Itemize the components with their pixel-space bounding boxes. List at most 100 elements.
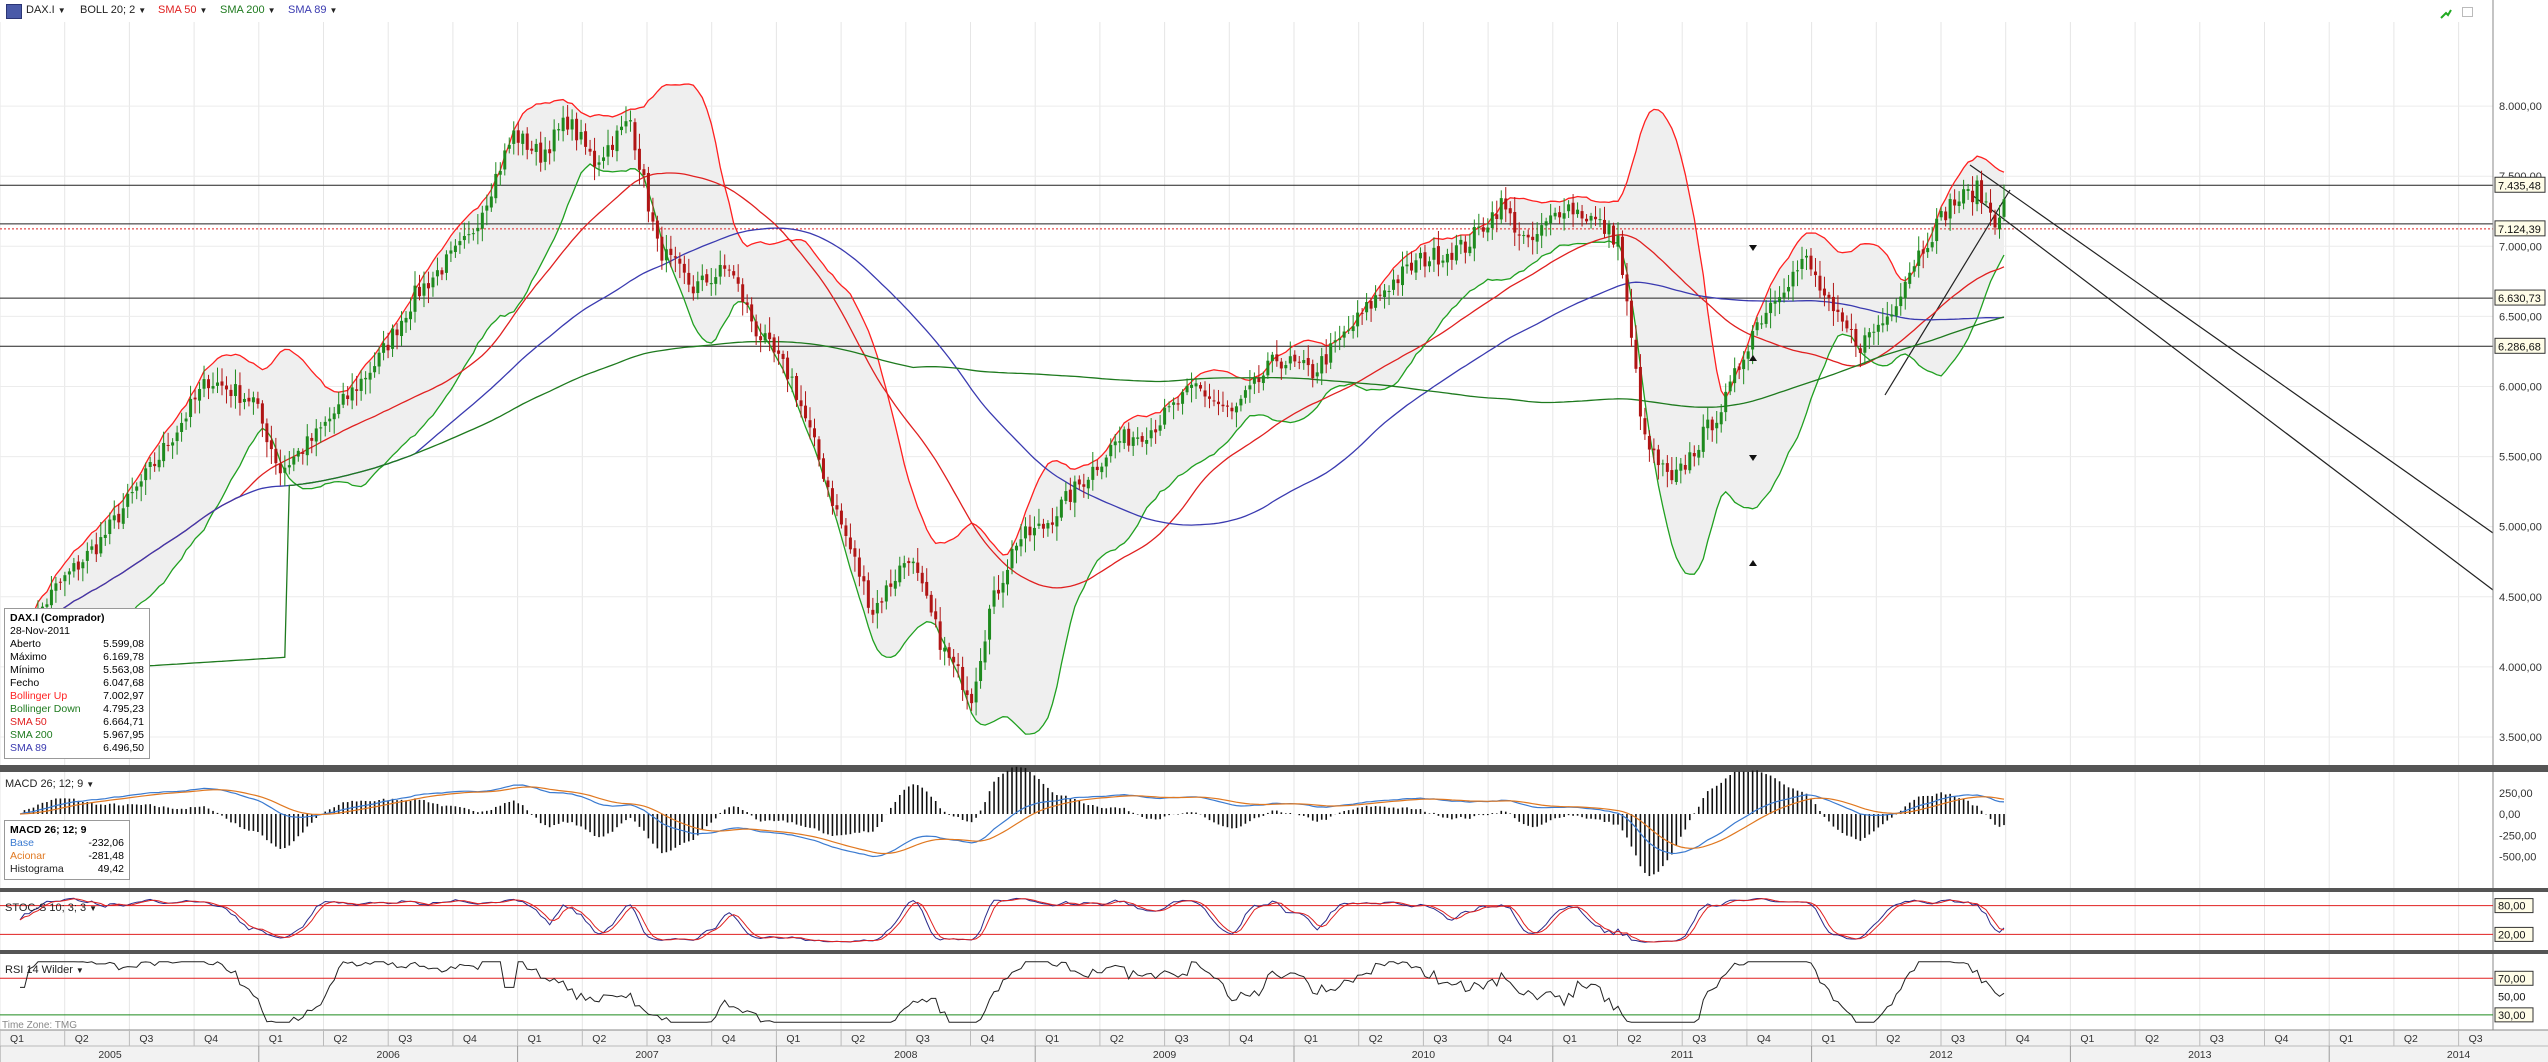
candle-body [1531, 236, 1535, 241]
sma50-indicator[interactable]: SMA 50 ▼ [158, 4, 207, 16]
macd-tooltip-row-label: Acionar [10, 850, 46, 862]
price-label-box [2494, 176, 2546, 193]
candle-body [602, 157, 606, 161]
chart-type-icon[interactable] [6, 4, 22, 19]
candle-body [1297, 361, 1301, 363]
candle-body [350, 387, 354, 401]
candle-body [786, 357, 790, 380]
candle-body [2002, 199, 2006, 217]
candle-body [1046, 523, 1050, 529]
window-restore-icon[interactable] [2462, 7, 2473, 17]
candle-body [952, 656, 956, 663]
boll-label: BOLL 20; 2 [80, 4, 136, 16]
macd-panel-label[interactable]: MACD 26; 12; 9 ▼ [5, 778, 94, 790]
candle-body [696, 281, 700, 294]
grid-lines [0, 22, 2524, 1030]
quarter-label: Q2 [1110, 1033, 1124, 1045]
macd-label: MACD 26; 12; 9 [5, 778, 84, 790]
candle-body [857, 557, 861, 577]
year-label: 2011 [1671, 1049, 1694, 1061]
candle-body [1140, 436, 1144, 442]
quarter-label: Q1 [528, 1033, 542, 1045]
symbol-label: DAX.I [26, 4, 55, 16]
trend-arrow-icon[interactable] [2440, 6, 2452, 19]
candle-body [889, 583, 893, 587]
quarter-label: Q2 [1369, 1033, 1383, 1045]
year-label: 2014 [2447, 1049, 2471, 1061]
macd-tooltip-title: MACD 26; 12; 9 [10, 824, 87, 836]
candle-body [1136, 437, 1140, 439]
candle-body [907, 561, 911, 564]
candle-body [705, 274, 709, 283]
candle-body [1059, 499, 1063, 518]
tooltip-row-label: Máximo [10, 651, 47, 663]
sma200-indicator[interactable]: SMA 200 ▼ [220, 4, 276, 16]
price-tick-label: 7.000,00 [2499, 241, 2542, 253]
candle-body [251, 397, 255, 403]
candle-body [1432, 247, 1436, 260]
candle-body [651, 212, 655, 222]
candle-body [269, 440, 273, 450]
rsi-panel-label[interactable]: RSI 14 Wilder ▼ [5, 964, 84, 976]
candle-body [1199, 385, 1203, 389]
candle-body [1670, 470, 1674, 481]
candle-body [884, 585, 888, 602]
candle-body [1288, 356, 1292, 364]
tooltip-row-label: SMA 89 [10, 742, 47, 754]
boll-indicator[interactable]: BOLL 20; 2 ▼ [80, 4, 146, 16]
candle-body [1899, 296, 1903, 307]
quarter-label: Q3 [1175, 1033, 1189, 1045]
quarter-label: Q2 [2404, 1033, 2418, 1045]
chevron-down-icon: ▼ [86, 780, 95, 789]
sma89-indicator[interactable]: SMA 89 ▼ [288, 4, 337, 16]
candlesticks[interactable] [18, 105, 2006, 716]
price-label-box [2494, 289, 2546, 306]
candle-body [1746, 351, 1750, 359]
candle-body [512, 130, 516, 144]
candle-body [691, 286, 695, 294]
bollinger-band-fill [20, 84, 2004, 735]
macd-tooltip: MACD 26; 12; 9 Base -232,06 Acionar -281,48… [4, 820, 130, 880]
candle-body [1365, 302, 1369, 313]
stoch-panel-label[interactable]: STOC-S 10; 3; 3 ▼ [5, 902, 97, 914]
event-marker-triangle [1749, 355, 1757, 361]
candle-body [458, 241, 462, 246]
indicator-panels: 250,00 0,00 -250,00 -500,00 80,00 20,00 70,00 5… [0, 765, 2548, 1028]
candle-body [1356, 312, 1360, 327]
stoch-tick-label: 20,00 [2498, 929, 2526, 941]
candle-body [1333, 340, 1337, 343]
candle-body [557, 129, 561, 131]
quarter-label: Q2 [851, 1033, 865, 1045]
symbol-selector[interactable]: DAX.I ▼ [26, 4, 66, 16]
candle-body [530, 148, 534, 151]
candle-body [781, 353, 785, 360]
candle-body [893, 580, 897, 589]
candle-body [817, 439, 821, 460]
price-label-box [2494, 220, 2546, 237]
candle-body [1463, 241, 1467, 253]
trendlines[interactable] [1884, 164, 2494, 591]
candle-body [979, 660, 983, 682]
candle-body [1163, 407, 1167, 425]
candle-body [1656, 449, 1660, 466]
candle-body [1270, 354, 1274, 362]
candle-body [1567, 204, 1571, 212]
candle-body [1127, 428, 1131, 446]
candle-body [1598, 219, 1602, 221]
candle-body [1513, 211, 1517, 233]
candle-body [1576, 209, 1580, 215]
candle-body [355, 389, 359, 391]
macd-tooltip-row: Histograma 49,42 [10, 863, 124, 876]
candle-body [1342, 331, 1346, 338]
candle-body [45, 604, 49, 607]
candle-body [1221, 404, 1225, 407]
tooltip-row-value: 6.169,78 [103, 651, 144, 663]
candle-body [1845, 320, 1849, 329]
candle-body [1495, 214, 1499, 220]
candle-body [67, 571, 71, 575]
candle-body [880, 601, 884, 603]
candle-body [283, 467, 287, 473]
candle-body [579, 131, 583, 140]
candle-body [642, 169, 646, 175]
